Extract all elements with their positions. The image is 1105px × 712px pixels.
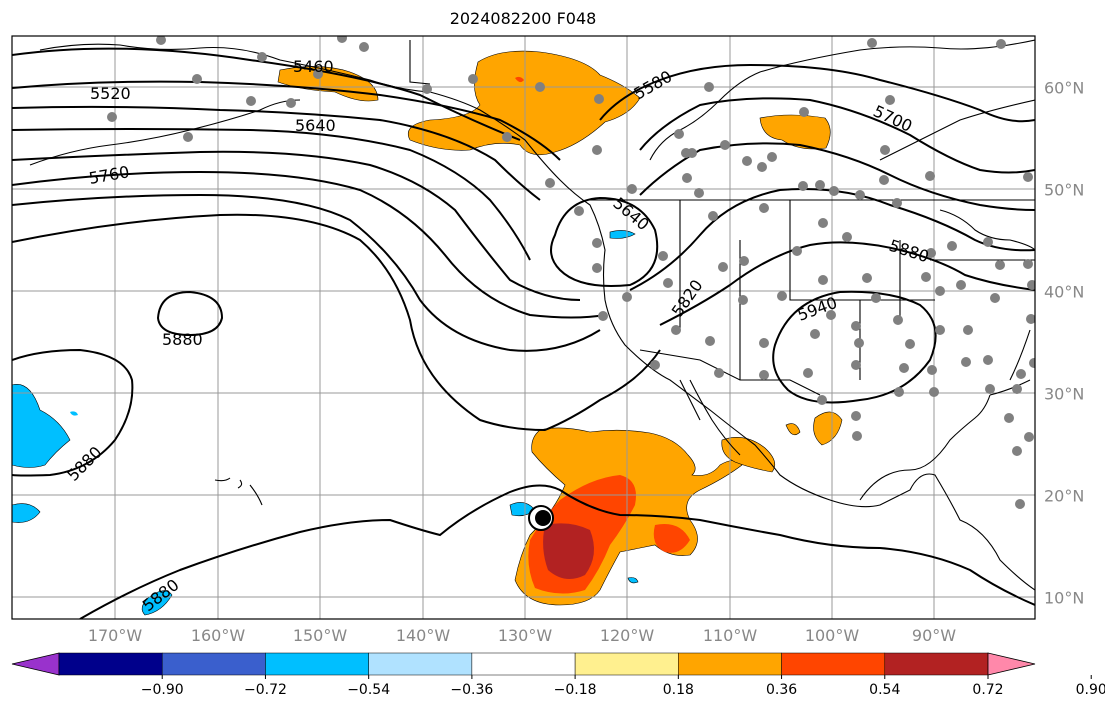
contour-5880-sw	[12, 348, 134, 477]
height-contours	[12, 47, 1035, 619]
colorbar-tick-label: 0.54	[869, 682, 901, 698]
colorbar-segment	[368, 652, 473, 676]
contour-5580a	[12, 105, 541, 201]
lon-label: 150°W	[292, 626, 348, 645]
lon-label: 170°W	[87, 626, 143, 645]
contour-5880-west	[12, 213, 661, 432]
lat-label: 60°N	[1044, 78, 1085, 98]
lat-label: 40°N	[1044, 282, 1085, 302]
contour-5880-closed	[156, 290, 224, 337]
contour-label: 5520	[90, 84, 131, 103]
contour-5700	[12, 150, 581, 301]
lat-label: 10°N	[1044, 588, 1085, 608]
lon-label: 130°W	[497, 626, 553, 645]
contour-label: 5640	[295, 116, 336, 135]
lon-label: 100°W	[804, 626, 860, 645]
lon-label: 160°W	[190, 626, 246, 645]
lon-label: 120°W	[599, 626, 655, 645]
colorbar-tick-label: −0.90	[140, 682, 184, 698]
contour-5700-east	[639, 97, 1035, 174]
contour-5820-east	[629, 188, 1035, 291]
contour-5760	[12, 170, 606, 319]
colorbar-segment	[471, 652, 576, 676]
contour-5880-south	[79, 484, 1035, 619]
contour-5520	[12, 80, 561, 161]
tropical-cyclone-symbol	[528, 505, 554, 531]
coastlines	[29, 39, 1035, 591]
colorbar-tick-label: 0.18	[662, 682, 694, 698]
lon-label: 110°W	[702, 626, 758, 645]
colorbar-segment	[678, 652, 782, 676]
lon-label: 90°W	[911, 626, 957, 645]
lat-label: 30°N	[1044, 384, 1085, 404]
contour-label: 5460	[293, 57, 334, 76]
colorbar-tick-label: −0.54	[347, 682, 391, 698]
fill-west-blue	[12, 383, 71, 468]
anomaly-fills	[12, 50, 843, 616]
colorbar	[11, 652, 1092, 679]
contour-5820	[12, 193, 601, 352]
colorbar-right-arrow	[987, 652, 1036, 676]
colorbar-segment	[265, 652, 369, 676]
colorbar-tick-label: 0.36	[765, 682, 798, 698]
fill-alaska-orange	[407, 50, 641, 156]
fill-eastpac-darkred	[543, 523, 594, 579]
colorbar-tick-label: −0.72	[243, 682, 287, 698]
contour-label: 5880	[162, 330, 203, 349]
colorbar-tick-label: 0.90	[1075, 682, 1105, 698]
colorbar-segment	[58, 652, 163, 676]
contour-5880-east	[659, 241, 1035, 326]
fill-mexico-orange	[721, 437, 776, 473]
colorbar-tick-label: −0.36	[450, 682, 494, 698]
contour-5580	[599, 63, 1035, 123]
colorbar-left-arrow	[11, 652, 60, 676]
contour-5940	[772, 290, 937, 404]
contour-5640	[12, 128, 531, 261]
contour-5760-east	[639, 142, 1035, 211]
colorbar-segment	[161, 652, 266, 676]
map-title: 2024082200 F048	[449, 9, 597, 28]
colorbar-tick-label: 0.72	[972, 682, 1004, 698]
colorbar-tick-label: −0.18	[553, 682, 597, 698]
colorbar-segment	[574, 652, 679, 676]
lat-label: 50°N	[1044, 180, 1085, 200]
colorbar-segment	[781, 652, 886, 676]
map-border	[11, 35, 1036, 620]
lon-label: 140°W	[395, 626, 451, 645]
lat-label: 20°N	[1044, 486, 1085, 506]
colorbar-segment	[884, 652, 989, 676]
station-markers	[107, 36, 1035, 509]
contour-5640-low	[550, 196, 659, 287]
